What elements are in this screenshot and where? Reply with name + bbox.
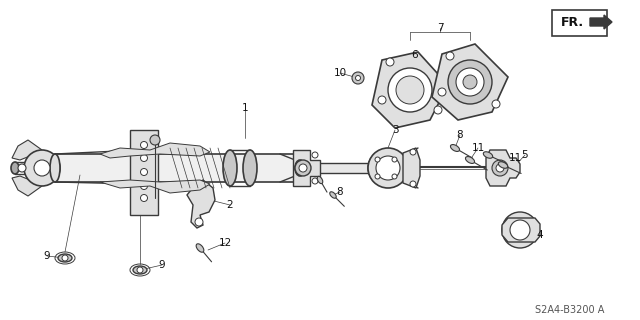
- Ellipse shape: [392, 174, 397, 179]
- Ellipse shape: [223, 150, 237, 186]
- Ellipse shape: [295, 160, 305, 176]
- Text: 6: 6: [412, 50, 419, 60]
- Polygon shape: [100, 143, 210, 158]
- Text: 11: 11: [472, 143, 484, 153]
- Ellipse shape: [141, 155, 147, 162]
- Ellipse shape: [465, 156, 474, 164]
- Ellipse shape: [456, 68, 484, 96]
- FancyArrow shape: [590, 15, 612, 29]
- Polygon shape: [432, 44, 508, 120]
- Ellipse shape: [141, 182, 147, 189]
- Text: 5: 5: [522, 150, 528, 160]
- Ellipse shape: [375, 157, 380, 162]
- Ellipse shape: [368, 150, 404, 186]
- Text: 11: 11: [508, 153, 522, 163]
- Ellipse shape: [392, 157, 397, 162]
- Ellipse shape: [295, 160, 311, 176]
- Ellipse shape: [150, 135, 160, 145]
- Text: 2: 2: [227, 200, 234, 210]
- Ellipse shape: [448, 60, 492, 104]
- Text: 9: 9: [159, 260, 165, 270]
- Text: 7: 7: [436, 23, 444, 33]
- Polygon shape: [100, 180, 210, 193]
- Ellipse shape: [496, 164, 504, 172]
- Ellipse shape: [312, 152, 318, 158]
- Ellipse shape: [58, 254, 72, 262]
- Polygon shape: [130, 130, 158, 215]
- Ellipse shape: [438, 88, 446, 96]
- Text: 3: 3: [392, 125, 398, 135]
- Text: 12: 12: [218, 238, 232, 248]
- Ellipse shape: [492, 100, 500, 108]
- Ellipse shape: [410, 149, 416, 155]
- Ellipse shape: [141, 169, 147, 175]
- Ellipse shape: [137, 267, 143, 273]
- Text: S2A4-B3200 A: S2A4-B3200 A: [535, 305, 605, 315]
- Ellipse shape: [410, 181, 416, 187]
- Ellipse shape: [510, 220, 530, 240]
- Ellipse shape: [50, 154, 60, 182]
- Ellipse shape: [196, 244, 204, 252]
- Text: 9: 9: [44, 251, 51, 261]
- Ellipse shape: [141, 141, 147, 148]
- Ellipse shape: [11, 162, 19, 174]
- Ellipse shape: [195, 218, 203, 226]
- Ellipse shape: [317, 176, 323, 184]
- Ellipse shape: [376, 156, 400, 180]
- Text: 8: 8: [337, 187, 343, 197]
- Ellipse shape: [62, 255, 68, 261]
- Ellipse shape: [386, 58, 394, 66]
- Ellipse shape: [388, 68, 432, 112]
- Ellipse shape: [330, 192, 336, 198]
- Ellipse shape: [492, 160, 508, 176]
- Ellipse shape: [352, 72, 364, 84]
- Ellipse shape: [502, 212, 538, 248]
- Ellipse shape: [375, 174, 380, 179]
- Ellipse shape: [299, 164, 307, 172]
- Text: 4: 4: [537, 230, 543, 240]
- Ellipse shape: [24, 150, 60, 186]
- Polygon shape: [403, 148, 420, 188]
- Ellipse shape: [141, 195, 147, 202]
- Ellipse shape: [355, 76, 360, 81]
- Ellipse shape: [34, 160, 50, 176]
- Ellipse shape: [434, 106, 442, 114]
- Ellipse shape: [243, 150, 257, 186]
- Polygon shape: [502, 218, 540, 242]
- Polygon shape: [55, 154, 295, 182]
- Polygon shape: [293, 150, 320, 186]
- Text: 8: 8: [457, 130, 463, 140]
- Ellipse shape: [446, 52, 454, 60]
- Polygon shape: [320, 163, 385, 173]
- Polygon shape: [486, 150, 520, 186]
- Ellipse shape: [451, 145, 460, 151]
- Ellipse shape: [483, 152, 493, 158]
- Ellipse shape: [133, 266, 147, 274]
- Ellipse shape: [396, 76, 424, 104]
- Ellipse shape: [463, 75, 477, 89]
- Polygon shape: [187, 180, 215, 228]
- Ellipse shape: [499, 162, 508, 168]
- Bar: [552, 10, 607, 36]
- Polygon shape: [12, 140, 42, 160]
- Text: 1: 1: [242, 103, 248, 113]
- Text: 10: 10: [333, 68, 347, 78]
- Polygon shape: [12, 176, 42, 196]
- Ellipse shape: [312, 178, 318, 184]
- Polygon shape: [372, 52, 448, 128]
- Ellipse shape: [18, 164, 26, 172]
- Text: FR.: FR.: [561, 15, 584, 28]
- Ellipse shape: [368, 148, 408, 188]
- Ellipse shape: [378, 96, 386, 104]
